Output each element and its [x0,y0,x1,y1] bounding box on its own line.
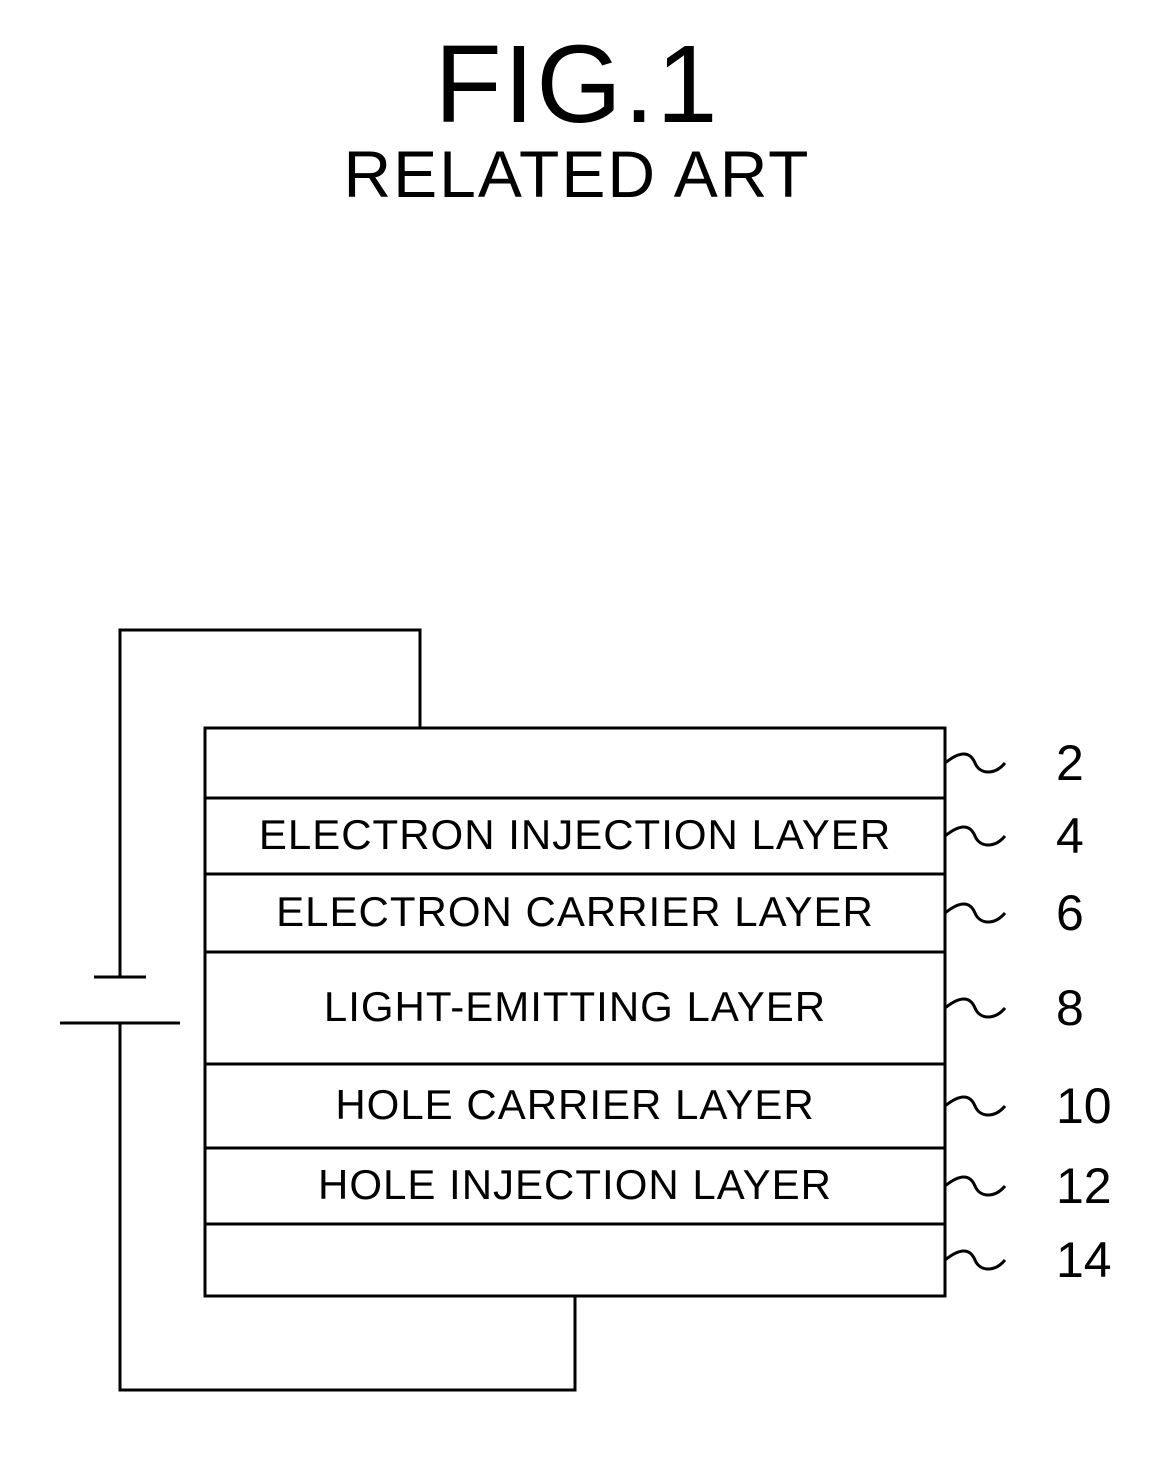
layer-rect-14 [205,1224,945,1296]
reference-leads: 2 4 6 8 10 12 14 [945,735,1112,1288]
layer-label-10: HOLE CARRIER LAYER [335,1081,814,1128]
layer-label-12: HOLE INJECTION LAYER [318,1161,832,1208]
diagram-svg: ELECTRON INJECTION LAYER ELECTRON CARRIER… [0,0,1154,1474]
lead-line-14 [945,1251,1005,1269]
reference-number-8: 8 [1056,980,1084,1036]
reference-number-14: 14 [1056,1232,1112,1288]
layer-rect-2 [205,728,945,798]
lead-line-6 [945,904,1005,922]
lead-line-4 [945,827,1005,845]
layer-label-4: ELECTRON INJECTION LAYER [259,811,891,858]
layer-label-6: ELECTRON CARRIER LAYER [276,888,874,935]
lead-line-12 [945,1177,1005,1195]
figure-page: FIG.1 RELATED ART ELECTRON INJECTION LAY… [0,0,1154,1474]
reference-number-2: 2 [1056,735,1084,791]
layer-stack: ELECTRON INJECTION LAYER ELECTRON CARRIER… [205,728,945,1296]
lead-line-8 [945,999,1005,1017]
reference-number-10: 10 [1056,1078,1112,1134]
lead-line-2 [945,754,1005,772]
reference-number-6: 6 [1056,885,1084,941]
lead-line-10 [945,1097,1005,1115]
reference-number-4: 4 [1056,808,1084,864]
reference-number-12: 12 [1056,1158,1112,1214]
layer-label-8: LIGHT-EMITTING LAYER [324,983,826,1030]
